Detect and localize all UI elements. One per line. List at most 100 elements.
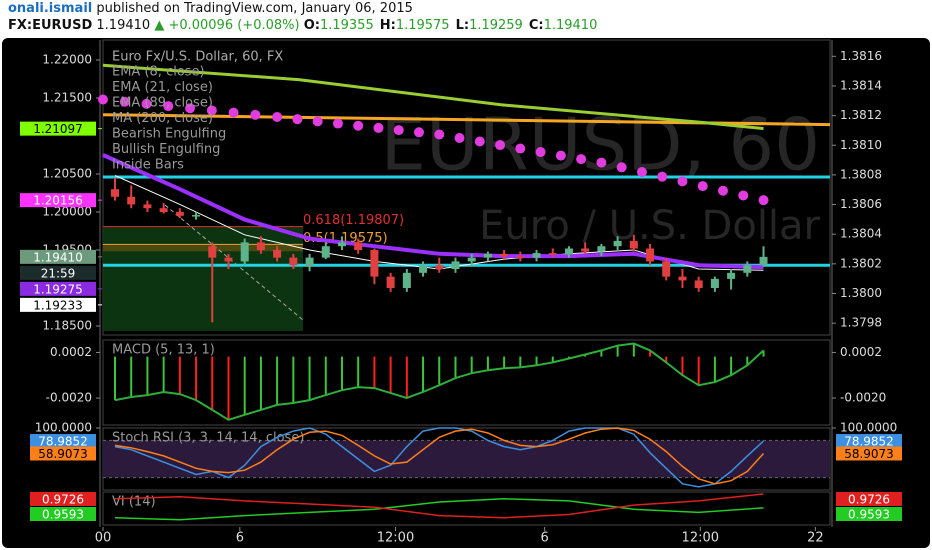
x-tick-label: 00 xyxy=(95,531,112,546)
candle-body xyxy=(337,242,346,247)
series-dot xyxy=(717,185,728,196)
series-dot xyxy=(393,125,404,136)
series-dot xyxy=(697,181,708,192)
series-point xyxy=(434,129,445,140)
price-label-box xyxy=(20,121,96,136)
ohlc-key: L: xyxy=(455,18,470,33)
y-tick-label: 100.0000 xyxy=(840,421,897,435)
series-dot xyxy=(119,96,130,107)
last-value-box xyxy=(30,507,96,521)
y-tick-label: 1.22000 xyxy=(42,52,92,66)
candle-body xyxy=(208,246,217,258)
last-value: 0.9726 xyxy=(42,493,84,507)
price-label-box xyxy=(20,249,96,264)
price-label-box xyxy=(20,297,96,312)
last-value-box xyxy=(836,507,902,521)
band xyxy=(103,440,830,478)
candle-body xyxy=(629,240,638,249)
ohlc-value: 1.19575 xyxy=(395,18,450,33)
candle-body xyxy=(419,265,428,273)
price-label: 1.19233 xyxy=(33,298,83,312)
series-dot xyxy=(738,190,749,201)
y-tick-label: 1.3800 xyxy=(840,286,882,300)
y-tick-label: 1.20000 xyxy=(42,205,92,219)
symbol: FX:EURUSD xyxy=(8,18,93,33)
candle-body xyxy=(451,261,460,270)
last-value: 78.9852 xyxy=(38,435,88,449)
ohlc-value: 1.19355 xyxy=(319,18,374,33)
header: onali.ismail published on TradingView.co… xyxy=(8,0,928,38)
candle-body xyxy=(224,257,233,262)
y-tick-label: 1.20500 xyxy=(42,167,92,181)
candle-body xyxy=(581,248,590,252)
candle-body xyxy=(548,253,557,255)
series-dot xyxy=(515,143,526,154)
candle-body xyxy=(532,253,541,258)
legend-entry: EMA (8, close) xyxy=(112,65,205,80)
candle-body xyxy=(727,272,736,279)
price-label: 1.19275 xyxy=(33,282,83,296)
last-value: 58.9073 xyxy=(38,447,88,461)
header-line-1: onali.ismail published on TradingView.co… xyxy=(8,0,928,17)
last-value-box xyxy=(836,492,902,506)
legend-entry: Bullish Engulfing xyxy=(112,142,220,157)
series-dot xyxy=(228,107,239,118)
change: ▲ +0.00096 (+0.08%) xyxy=(154,18,300,33)
candle-body xyxy=(273,250,282,258)
candle-body xyxy=(240,242,249,262)
candle-body xyxy=(678,276,687,281)
y-tick-label: 1.3804 xyxy=(840,227,882,241)
candle-body xyxy=(305,257,314,267)
series-line xyxy=(114,427,765,488)
price-label: 1.20156 xyxy=(33,194,83,208)
y-tick-label: 1.3798 xyxy=(840,316,882,330)
price-label-box xyxy=(20,193,96,208)
candle-body xyxy=(289,257,298,266)
legend-entry: EMA (89, close) xyxy=(112,96,213,111)
ohlc-key: C: xyxy=(528,18,544,33)
series-dot xyxy=(495,140,506,151)
candle-body xyxy=(662,261,671,277)
last-value: 0.9593 xyxy=(42,508,84,522)
series-dot xyxy=(312,116,323,127)
y-tick-label: 0.0002 xyxy=(50,345,92,359)
series-dot xyxy=(373,122,384,133)
last-value: 0.9593 xyxy=(848,508,890,522)
legend-entry: Inside Bars xyxy=(112,158,184,173)
candle-body xyxy=(386,276,395,289)
price-label-box xyxy=(20,281,96,296)
series-point xyxy=(758,195,769,206)
published-text: published on TradingView.com, January 06… xyxy=(96,1,413,16)
series-line xyxy=(114,498,764,521)
candle-body xyxy=(613,240,622,247)
last-value: 78.9852 xyxy=(844,435,894,449)
pane-frame xyxy=(102,491,831,526)
pane-title: VI (14) xyxy=(112,495,156,510)
candle-body xyxy=(256,242,265,251)
candle-body xyxy=(175,212,184,216)
series-dot xyxy=(163,101,174,112)
series-dot xyxy=(141,98,152,109)
series-point xyxy=(596,157,607,168)
watermark: Euro / U.S. Dollar xyxy=(479,203,820,249)
candle-body xyxy=(483,253,492,258)
legend-title: Euro Fx/U.S. Dollar, 60, FX xyxy=(112,50,283,65)
y-tick-label: -0.0020 xyxy=(840,391,886,405)
dotted-series xyxy=(98,94,769,206)
fib-label: 0.618(1.19807) xyxy=(303,213,404,228)
candle-body xyxy=(694,280,703,289)
x-tick-label: 6 xyxy=(541,531,549,546)
series-dot xyxy=(353,120,364,131)
y-tick-label: 1.3810 xyxy=(840,138,882,152)
series-dot xyxy=(474,136,485,147)
last-value-box xyxy=(836,434,902,449)
user-link[interactable]: onali.ismail xyxy=(8,1,93,16)
ohlc-value: 1.19410 xyxy=(543,18,598,33)
series-dot xyxy=(250,109,261,120)
candle-body xyxy=(192,215,201,217)
y-tick-label: -0.0020 xyxy=(46,391,92,405)
series-line xyxy=(114,493,764,519)
candle-body xyxy=(646,248,655,262)
series-dot xyxy=(576,154,587,165)
